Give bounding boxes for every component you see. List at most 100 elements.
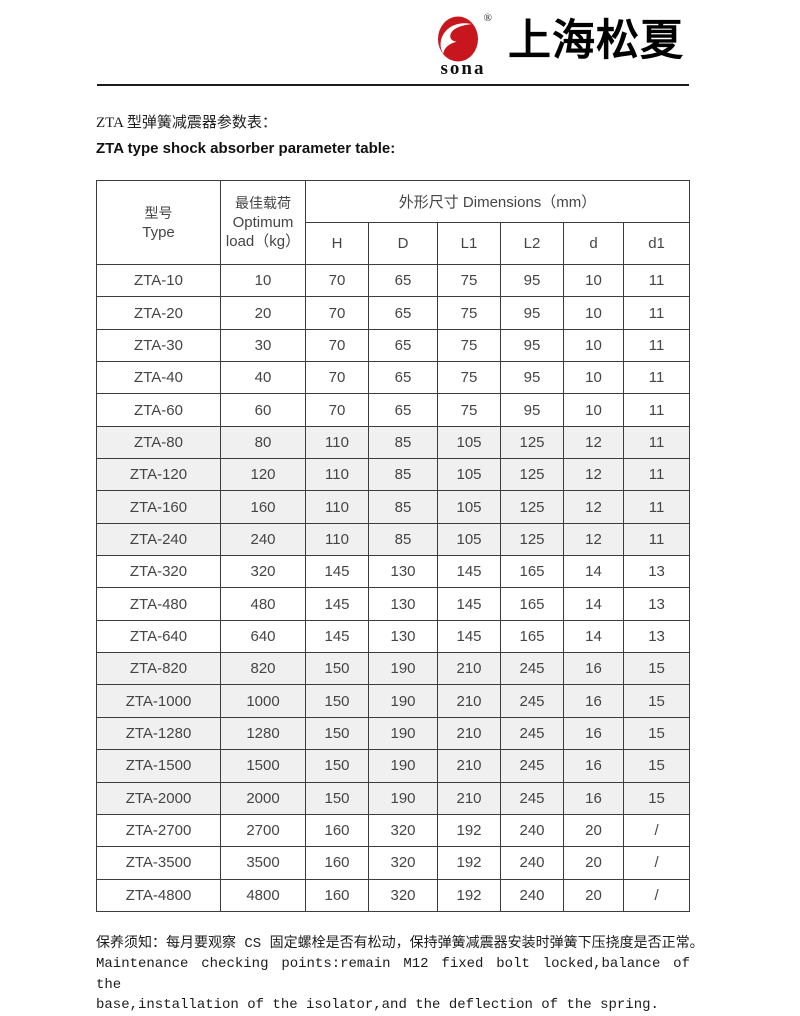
- table-row: ZTA-820 820 150 190 210 245 16 15: [96, 652, 691, 686]
- cell-d1: 11: [622, 296, 691, 330]
- cell-l2: 125: [500, 490, 564, 524]
- cell-l2: 95: [500, 361, 564, 395]
- cell-l1: 210: [437, 781, 501, 815]
- sub-header-l2: L2: [500, 222, 564, 265]
- cell-d1: 11: [622, 263, 691, 298]
- cell-d: 65: [368, 393, 438, 427]
- table-row: ZTA-240 240 110 85 105 125 12 11: [96, 522, 691, 557]
- cell-d: 85: [368, 458, 438, 492]
- table-row: ZTA-30 30 70 65 75 95 10 11: [96, 328, 691, 363]
- cell-d: 85: [368, 425, 438, 460]
- cell-l2: 95: [500, 393, 564, 427]
- header-row-2: H D L1 L2 d d1: [97, 222, 691, 265]
- cell-h: 110: [305, 425, 369, 460]
- cell-load: 120: [220, 458, 306, 492]
- column-header-load: 最佳载荷 Optimum load（kg）: [220, 180, 306, 265]
- cell-dd: 14: [563, 619, 624, 654]
- title-block: ZTA 型弹簧减震器参数表： ZTA type shock absorber p…: [96, 113, 690, 159]
- table-row: ZTA-1000 1000 150 190 210 245 16 15: [96, 684, 691, 718]
- cell-h: 145: [305, 587, 369, 621]
- cell-load: 2700: [220, 813, 306, 848]
- cell-type: ZTA-820: [96, 652, 221, 686]
- cell-dd: 16: [563, 652, 624, 686]
- sub-header-d: D: [368, 222, 438, 265]
- cell-h: 110: [305, 522, 369, 557]
- cell-h: 150: [305, 749, 369, 783]
- cell-d: 65: [368, 328, 438, 363]
- cell-l2: 165: [500, 555, 564, 589]
- cell-d1: /: [622, 846, 691, 880]
- cell-d1: 13: [622, 619, 691, 654]
- cell-d1: 11: [622, 522, 691, 557]
- column-header-dimensions: 外形尺寸 Dimensions（mm）: [304, 180, 691, 223]
- sub-header-d: d: [563, 222, 624, 265]
- cell-type: ZTA-2000: [96, 781, 221, 815]
- cell-d1: 11: [622, 393, 691, 427]
- cell-l1: 75: [437, 393, 501, 427]
- table-row: ZTA-4800 4800 160 320 192 240 20/: [96, 878, 691, 912]
- cell-dd: 12: [563, 490, 624, 524]
- cell-l1: 75: [437, 296, 501, 330]
- table-row: ZTA-320 320 145 130 145 165 14 13: [96, 555, 691, 589]
- cell-d: 85: [368, 522, 438, 557]
- cell-l2: 240: [500, 878, 564, 912]
- sub-header-h: H: [305, 222, 369, 265]
- cell-l2: 95: [500, 296, 564, 330]
- cell-l1: 105: [437, 425, 501, 460]
- document-page: ® sona 上海松夏 ZTA 型弹簧减震器参数表： ZTA type shoc…: [96, 12, 704, 1013]
- cell-dd: 10: [563, 296, 624, 330]
- cell-d: 190: [368, 781, 438, 815]
- cell-l2: 240: [500, 846, 564, 880]
- table-row: ZTA-1280 1280 150 190 210 245 16 15: [96, 716, 691, 751]
- cell-load: 820: [220, 652, 306, 686]
- cell-type: ZTA-3500: [96, 846, 221, 880]
- cell-load: 60: [220, 393, 306, 427]
- cell-load: 1500: [220, 749, 306, 783]
- cell-h: 150: [305, 716, 369, 751]
- cell-h: 150: [305, 684, 369, 718]
- cell-load: 240: [220, 522, 306, 557]
- table-row: ZTA-480 480 145 130 145 165 14 13: [96, 587, 691, 621]
- column-header-type-zh: 型号: [144, 204, 173, 221]
- cell-dd: 20: [563, 878, 624, 912]
- cell-dd: 12: [563, 522, 624, 557]
- maintenance-note-en-line1: Maintenance checking points:remain M12 f…: [96, 956, 690, 993]
- cell-type: ZTA-640: [96, 619, 221, 654]
- column-header-load-en1: Optimum: [232, 214, 294, 231]
- cell-dd: 20: [563, 846, 624, 880]
- cell-dd: 16: [563, 749, 624, 783]
- cell-type: ZTA-80: [96, 425, 221, 460]
- cell-type: ZTA-480: [96, 587, 221, 621]
- cell-type: ZTA-1280: [96, 716, 221, 751]
- cell-dd: 16: [563, 781, 624, 815]
- cell-type: ZTA-2700: [96, 813, 221, 848]
- cell-dd: 10: [563, 263, 624, 298]
- cell-l1: 145: [437, 587, 501, 621]
- cell-d1: /: [622, 813, 691, 848]
- cell-l2: 245: [500, 781, 564, 815]
- cell-d: 130: [368, 619, 438, 654]
- table-row: ZTA-40 40 70 65 75 95 10 11: [96, 361, 691, 395]
- cell-h: 110: [305, 458, 369, 492]
- column-header-type-en: Type: [142, 223, 175, 241]
- cell-type: ZTA-320: [96, 555, 221, 589]
- cell-load: 160: [220, 490, 306, 524]
- cell-d: 320: [368, 878, 438, 912]
- cell-dd: 10: [563, 328, 624, 363]
- cell-load: 480: [220, 587, 306, 621]
- cell-dd: 14: [563, 587, 624, 621]
- cell-l2: 245: [500, 749, 564, 783]
- table-row: ZTA-10 10 70 65 75 95 10 11: [96, 263, 691, 298]
- cell-l2: 245: [500, 684, 564, 718]
- cell-dd: 16: [563, 684, 624, 718]
- cell-d: 85: [368, 490, 438, 524]
- cell-d1: 15: [622, 716, 691, 751]
- cell-h: 70: [305, 328, 369, 363]
- cell-h: 70: [305, 361, 369, 395]
- cell-l2: 125: [500, 458, 564, 492]
- cell-l1: 145: [437, 619, 501, 654]
- page-title-zh: ZTA 型弹簧减震器参数表：: [96, 115, 277, 131]
- cell-d: 130: [368, 587, 438, 621]
- cell-l1: 210: [437, 652, 501, 686]
- cell-l1: 210: [437, 716, 501, 751]
